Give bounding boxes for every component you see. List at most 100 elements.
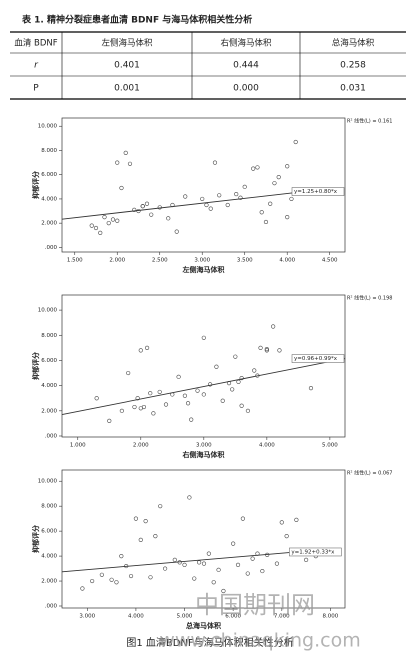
data-point (93, 225, 99, 231)
data-point (151, 411, 156, 416)
data-point (259, 210, 264, 215)
data-point (293, 139, 298, 145)
data-point (187, 495, 192, 500)
data-point (230, 387, 235, 392)
y-tick-label: 6.000 (41, 529, 57, 535)
data-point (192, 576, 197, 581)
x-tick-label: 3.500 (237, 258, 253, 264)
data-point (123, 150, 128, 155)
data-point (221, 588, 226, 594)
data-point (162, 566, 168, 571)
data-point (200, 196, 205, 202)
data-point (258, 345, 263, 350)
x-tick-label: 1.500 (67, 258, 83, 264)
plot-area (61, 294, 346, 438)
y-tick-label: 4.000 (41, 383, 57, 389)
data-point (231, 541, 236, 546)
table-header-cell: 血清 BDNF (14, 38, 57, 49)
table-cell: P (33, 84, 39, 94)
data-point (183, 194, 188, 199)
data-point (185, 401, 191, 406)
data-point (201, 561, 207, 566)
fit-line (61, 551, 297, 573)
data-point (182, 393, 188, 398)
data-point (204, 202, 209, 208)
y-tick-label: 10.000 (38, 124, 58, 130)
data-point (255, 165, 260, 170)
y-tick-label: 10.000 (38, 479, 58, 485)
table-cell: 0.401 (114, 61, 140, 71)
x-tick-label: 3.000 (196, 443, 212, 449)
data-point (195, 388, 200, 393)
data-point (166, 216, 171, 221)
y-tick-label: 8.000 (41, 504, 57, 510)
data-point (149, 212, 154, 217)
data-point (279, 520, 284, 525)
data-point (285, 164, 290, 169)
data-point (251, 166, 256, 171)
y-axis-label: 抑郁评分 (31, 525, 40, 553)
data-point (252, 368, 257, 373)
data-point (220, 398, 225, 403)
data-point (264, 348, 269, 353)
y-tick-label: 4.000 (41, 196, 57, 202)
data-point (133, 516, 139, 521)
x-axis-label: 左侧海马体积 (182, 265, 225, 274)
table-cell: 0.258 (340, 61, 366, 71)
data-point (233, 354, 238, 359)
table-cell: 0.444 (233, 61, 259, 71)
data-point (132, 207, 137, 212)
data-point (294, 517, 299, 523)
data-point (115, 160, 120, 165)
data-point (208, 382, 213, 387)
y-axis-label: 抑郁评分 (31, 352, 40, 380)
data-point (158, 504, 163, 509)
x-axis-label: 右侧海马体积 (182, 450, 225, 459)
table-header-cell: 总海马体积 (332, 38, 375, 49)
fit-line (61, 191, 305, 220)
table-cell: 0.001 (114, 84, 140, 94)
data-point (148, 575, 153, 580)
data-point (206, 551, 211, 556)
data-point (106, 221, 111, 226)
data-point (245, 571, 250, 576)
data-point (245, 408, 251, 413)
data-point (176, 374, 181, 379)
data-point (201, 335, 206, 340)
x-tick-label: 5.000 (322, 443, 338, 449)
data-point (284, 534, 289, 539)
data-point (208, 206, 213, 211)
data-point (90, 578, 95, 584)
table-cell: r (34, 61, 39, 71)
x-tick-label: 2.500 (152, 258, 168, 264)
watermark-name: 中国期刊网 (195, 591, 315, 619)
data-point (138, 537, 143, 542)
data-point (268, 201, 273, 206)
data-point (119, 185, 124, 191)
data-point (119, 553, 124, 559)
fit-label: y=0.96+0.99*x (294, 356, 338, 362)
y-tick-label: 8.000 (41, 148, 57, 154)
data-point (80, 586, 85, 591)
data-point (271, 324, 276, 329)
data-point (264, 347, 269, 352)
x-tick-label: 8.000 (323, 614, 339, 620)
data-point (212, 160, 218, 165)
y-tick-label: .000 (45, 433, 58, 439)
data-point (217, 193, 222, 198)
x-tick-label: 1.000 (70, 443, 86, 449)
data-point (102, 215, 107, 220)
r2-label: R² 线性(L) = 0.161 (347, 118, 392, 125)
data-point (141, 404, 147, 410)
fit-line (61, 358, 346, 416)
data-point (126, 370, 131, 376)
x-tick-label: 2.000 (109, 258, 125, 264)
data-point (272, 181, 277, 186)
table-caption: 表 1. 精神分裂症患者血清 BDNF 与海马体积相关性分析 (21, 14, 252, 26)
data-point (128, 573, 134, 579)
x-tick-label: 6.000 (225, 614, 241, 620)
data-point (109, 577, 114, 582)
y-tick-label: 8.000 (41, 333, 57, 339)
data-point (238, 195, 243, 200)
data-point (263, 219, 269, 225)
